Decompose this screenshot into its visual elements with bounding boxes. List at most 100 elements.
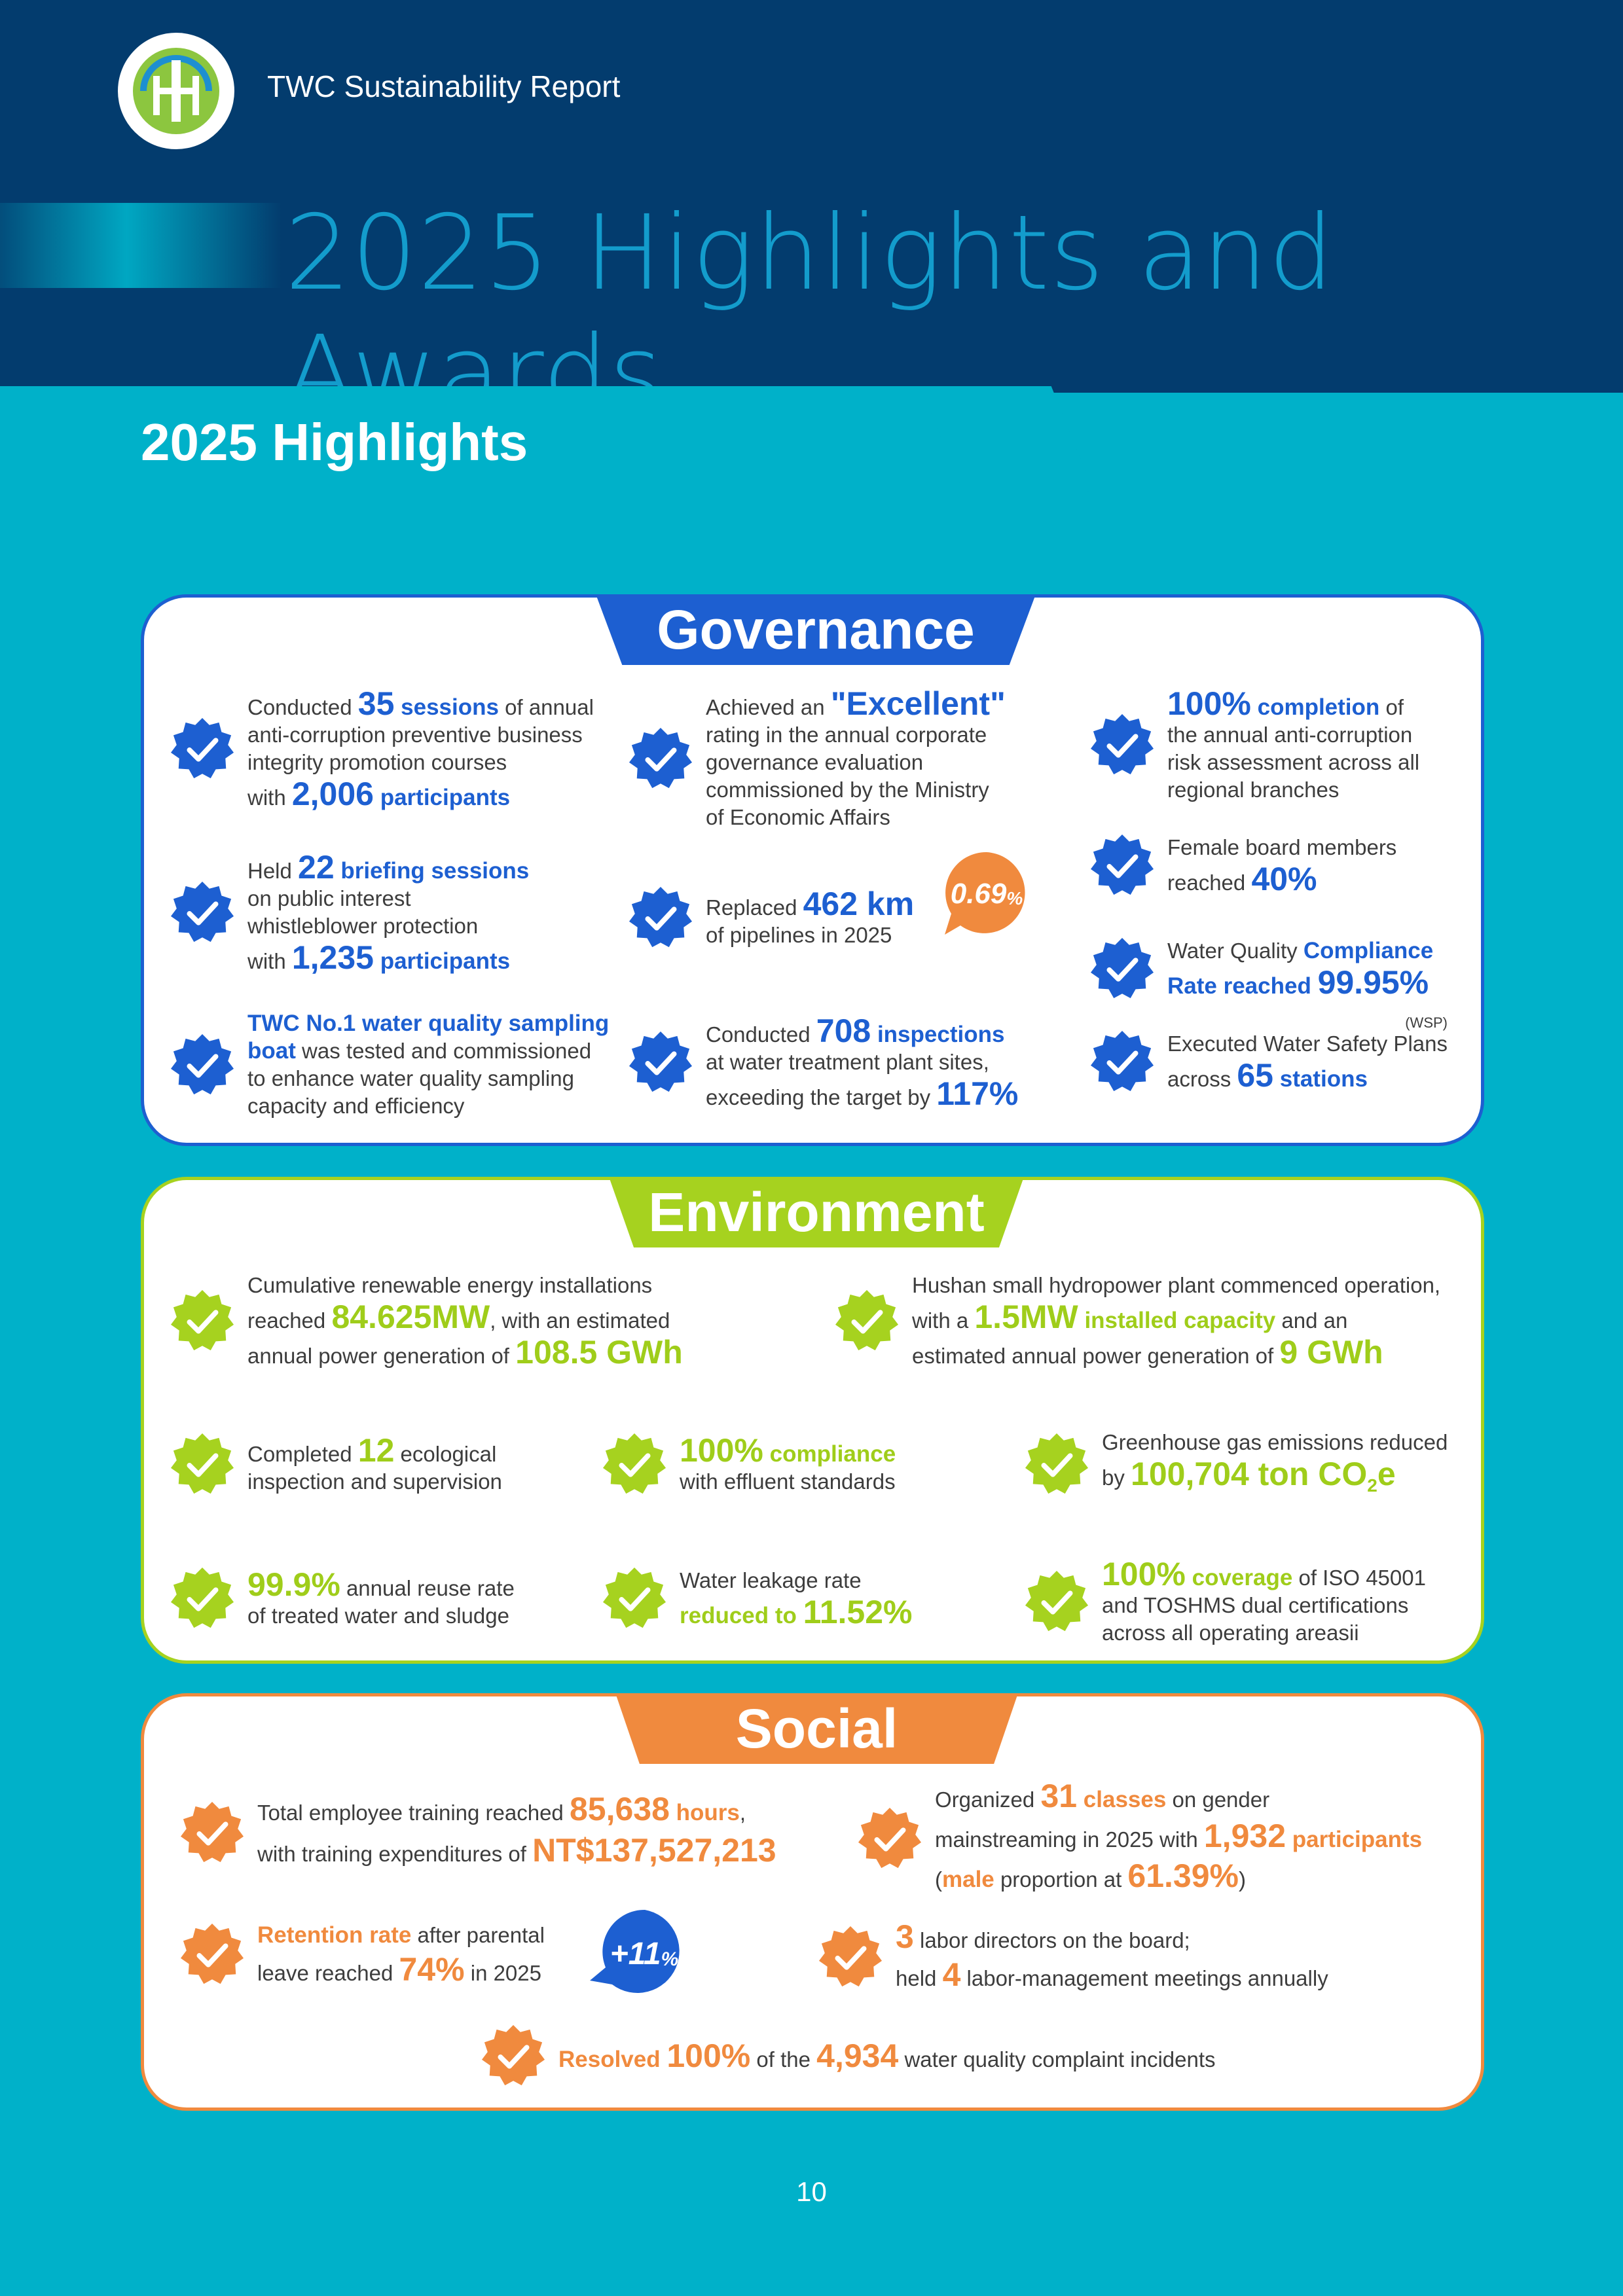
text: with [247,785,292,810]
text: of [1379,695,1404,719]
value: 108.5 GWh [515,1334,683,1371]
text: whistleblower protection [247,914,479,938]
text: TWC No.1 water quality sampling [247,1011,610,1036]
environment-title: Environment [609,1177,1024,1247]
check-badge-icon [170,1289,234,1351]
text: and TOSHMS dual certifications [1102,1593,1409,1617]
retention-change-bubble: +11% [586,1905,691,2003]
text: ) [1239,1867,1246,1892]
text: Conducted [247,695,358,719]
check-badge-icon [818,1926,883,1987]
environment-item-ghg: Greenhouse gas emissions reduced by 100,… [1025,1429,1448,1499]
check-badge-icon [602,1567,666,1628]
text: % [1006,888,1023,908]
governance-item-whistleblower: Held 22 briefing sessions on public inte… [170,850,529,975]
check-badge-icon [602,1433,666,1494]
text: of annual [498,695,594,719]
speech-bubble-icon [590,1909,680,1993]
value: 12 [357,1432,395,1469]
text: of the [750,2047,817,2072]
text: at water treatment plant sites, [706,1050,989,1074]
text: held [896,1966,943,1990]
text: completion [1250,694,1380,720]
text: after parental [411,1923,545,1947]
text: across all operating areasii [1102,1621,1359,1645]
text: compliance [763,1441,896,1467]
text: across [1167,1067,1237,1091]
text: sessions [394,694,499,720]
text: Completed [247,1442,358,1466]
value: 2,006 [291,776,374,812]
value: 74% [399,1951,465,1988]
value: 40% [1251,861,1317,897]
text: Greenhouse gas emissions reduced [1102,1430,1448,1454]
text: Total employee training reached [257,1801,570,1825]
governance-item-risk-assessment: 100% completion of the annual anti-corru… [1090,686,1419,804]
text: reduced to [680,1603,803,1628]
environment-item-reuse: 99.9% annual reuse rate of treated water… [170,1566,515,1630]
text: annual power generation of [247,1344,516,1368]
header-band [0,0,1623,393]
text: proportion at [994,1867,1128,1892]
text: coverage [1185,1565,1293,1590]
environment-item-ecological: Completed 12 ecological inspection and s… [170,1432,502,1496]
text: male [942,1867,994,1892]
check-badge-icon [170,881,234,942]
text: estimated annual power generation of [912,1344,1280,1368]
text: (WSP) [1405,1014,1448,1031]
section-title: 2025 Highlights [141,413,528,471]
text: stations [1273,1066,1368,1092]
check-badge-icon [858,1807,922,1868]
check-badge-icon [170,717,234,779]
environment-panel: Environment Cumulative renewable energy … [141,1177,1484,1664]
text: Hushan small hydropower plant commenced … [912,1273,1441,1297]
text: commissioned by the Ministry [706,778,989,802]
environment-item-iso-coverage: 100% coverage of ISO 45001 and TOSHMS du… [1025,1556,1426,1647]
text: anti-corruption preventive business [247,723,583,747]
value: 22 [298,849,335,886]
check-badge-icon [180,1923,244,1984]
check-badge-icon [1090,937,1154,999]
text: labor-management meetings annually [960,1966,1328,1990]
value: 100% [666,2037,751,2074]
value: 65 [1237,1057,1273,1094]
text: with [247,949,292,973]
value: 85,638 [569,1791,670,1827]
text: Compliance [1303,938,1434,963]
text: briefing sessions [334,858,530,884]
text: inspection and supervision [247,1469,502,1494]
value: 35 [357,685,395,722]
value: 1,235 [291,939,374,976]
decorative-gradient-band [0,203,282,288]
value: 462 km [803,886,915,922]
text: and an [1275,1308,1348,1333]
environment-item-renewable: Cumulative renewable energy installation… [170,1272,683,1370]
text: in 2025 [464,1961,541,1985]
governance-item-water-safety-plans: (WSP) Executed Water Safety Plans across… [1090,1014,1448,1094]
value: 3 [896,1918,914,1955]
text: Cumulative renewable energy installation… [247,1273,653,1297]
text: with effluent standards [680,1469,896,1494]
value: 4 [942,1956,961,1993]
value: 1,932 [1203,1818,1286,1854]
text: regional branches [1167,778,1340,802]
text: participants [373,785,511,810]
check-badge-icon [170,1567,234,1628]
value: 100% [680,1432,763,1469]
text: Resolved [558,2047,667,2072]
text: e [1377,1456,1396,1492]
social-item-labor-directors: 3 labor directors on the board; held 4 l… [818,1919,1328,1995]
value: 99.9% [247,1566,340,1603]
text: Held [247,859,299,883]
text: Organized [935,1787,1041,1812]
value: 100% [1102,1556,1186,1592]
value: 1.5MW [974,1299,1078,1335]
social-title: Social [615,1693,1018,1764]
value: "Excellent" [830,685,1006,722]
text: of pipelines in 2025 [706,923,892,947]
text: participants [373,948,511,974]
check-badge-icon [1025,1570,1089,1632]
text: to enhance water quality sampling [247,1066,574,1090]
social-panel: Social Total employee training reached 8… [141,1693,1484,2111]
text: Water Quality [1167,939,1304,963]
